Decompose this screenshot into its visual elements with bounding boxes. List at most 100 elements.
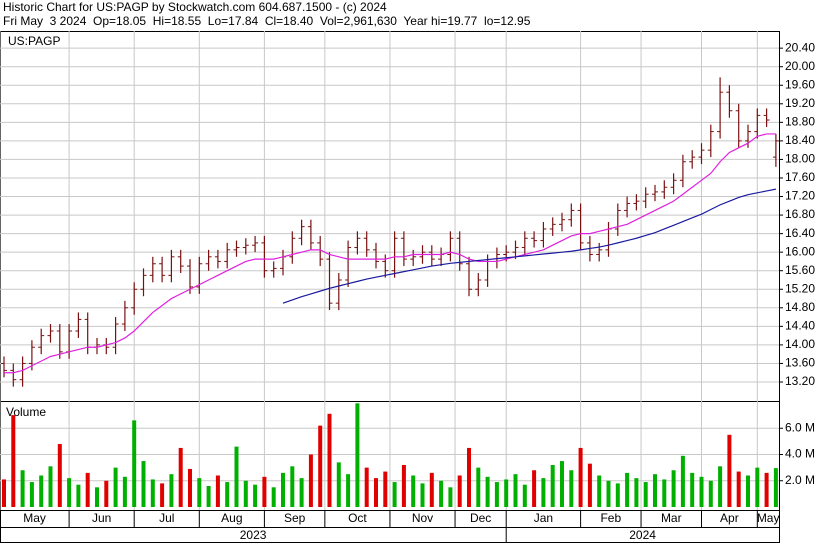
volume-bar: [401, 465, 406, 507]
volume-bar: [290, 466, 295, 507]
volume-bar: [11, 415, 16, 507]
volume-bar: [308, 454, 313, 507]
volume-bar: [122, 476, 127, 507]
y-tick-label: 14.00: [785, 337, 815, 351]
volume-bar: [420, 483, 425, 507]
volume-bar: [457, 475, 462, 507]
x-tick-label: Jul: [159, 511, 174, 525]
chart-title: Historic Chart for US:PAGP by Stockwatch…: [3, 0, 387, 14]
volume-bar: [746, 475, 750, 507]
volume-bar: [429, 472, 434, 507]
volume-bar: [736, 471, 741, 507]
volume-bar: [39, 475, 44, 507]
volume-bar: [383, 471, 388, 507]
year-label: 2024: [629, 528, 656, 542]
volume-bar: [578, 447, 583, 507]
volume-bar: [281, 472, 285, 507]
x-tick-label: May: [757, 511, 780, 525]
volume-bar: [169, 474, 174, 507]
chart-subtitle: Fri May 3 2024 Op=18.05 Hi=18.55 Lo=17.8…: [3, 14, 531, 28]
volume-tick-label: 6.0 M: [785, 420, 815, 434]
volume-bar: [392, 482, 397, 507]
y-tick-label: 16.80: [785, 207, 815, 221]
volume-bar: [550, 465, 555, 507]
x-tick-label: May: [23, 511, 46, 525]
volume-bar: [662, 479, 667, 507]
y-tick-label: 17.20: [785, 189, 815, 203]
volume-bar: [653, 474, 657, 507]
y-tick-label: 13.60: [785, 356, 815, 370]
volume-bar: [355, 403, 360, 507]
volume-bar: [522, 484, 527, 507]
volume-bar: [150, 479, 155, 507]
volume-bar: [494, 482, 499, 507]
y-tick-label: 18.40: [785, 133, 815, 147]
volume-bar: [346, 474, 351, 507]
volume-bar: [243, 480, 248, 507]
y-tick-label: 20.00: [785, 59, 815, 73]
volume-bar: [643, 482, 648, 507]
volume-bar: [234, 446, 239, 507]
x-tick-label: Apr: [720, 511, 739, 525]
volume-bar: [606, 480, 611, 507]
y-tick-label: 19.20: [785, 96, 815, 110]
volume-bar: [57, 444, 62, 507]
volume-bar: [48, 466, 53, 507]
volume-bar: [634, 478, 639, 507]
volume-bar: [532, 470, 537, 507]
volume-bar: [773, 468, 778, 507]
y-tick-label: 16.00: [785, 244, 815, 258]
volume-bar: [587, 463, 592, 507]
moving-average: [282, 188, 777, 304]
volume-bar: [141, 461, 146, 507]
x-tick-label: Dec: [470, 511, 491, 525]
volume-bar: [504, 479, 509, 507]
volume-bar: [104, 480, 109, 507]
volume-bar: [476, 467, 481, 507]
y-tick-label: 18.00: [785, 152, 815, 166]
volume-bar: [364, 467, 369, 507]
x-tick-label: Oct: [348, 511, 367, 525]
volume-label: Volume: [6, 405, 46, 419]
volume-bar: [178, 447, 183, 507]
volume-bar: [188, 468, 192, 507]
volume-bar: [132, 420, 137, 507]
y-tick-label: 15.20: [785, 281, 815, 295]
y-tick-label: 18.80: [785, 115, 815, 129]
volume-bar: [215, 475, 220, 507]
volume-bar: [708, 480, 713, 507]
x-tick-label: Nov: [412, 511, 433, 525]
volume-bar: [448, 487, 453, 507]
x-tick-label: Sep: [284, 511, 306, 525]
volume-bar: [271, 487, 276, 507]
volume-bar: [206, 486, 211, 507]
volume-bar: [336, 462, 341, 507]
volume-bar: [560, 461, 564, 507]
volume-bar: [29, 482, 34, 507]
volume-bar: [513, 474, 518, 507]
volume-bar: [67, 478, 72, 507]
x-tick-label: Aug: [221, 511, 242, 525]
y-tick-label: 16.40: [785, 226, 815, 240]
marks: [1, 77, 779, 507]
volume-bar: [2, 479, 6, 507]
volume-bar: [671, 470, 676, 507]
volume-bar: [85, 472, 90, 507]
x-tick-label: Jan: [534, 511, 553, 525]
volume-bar: [680, 455, 685, 507]
volume-bar: [327, 413, 332, 507]
volume-bar: [253, 484, 258, 507]
volume-bar: [615, 483, 620, 507]
volume-bar: [764, 472, 769, 507]
volume-bar: [625, 472, 630, 507]
y-tick-label: 19.60: [785, 77, 815, 91]
volume-bar: [569, 470, 574, 507]
volume-bar: [318, 425, 323, 507]
volume-bar: [113, 467, 118, 507]
volume-bar: [755, 467, 760, 507]
x-tick-label: Feb: [600, 511, 621, 525]
year-label: 2023: [240, 528, 267, 542]
volume-bar: [95, 487, 99, 507]
volume-tick-label: 4.0 M: [785, 447, 815, 461]
